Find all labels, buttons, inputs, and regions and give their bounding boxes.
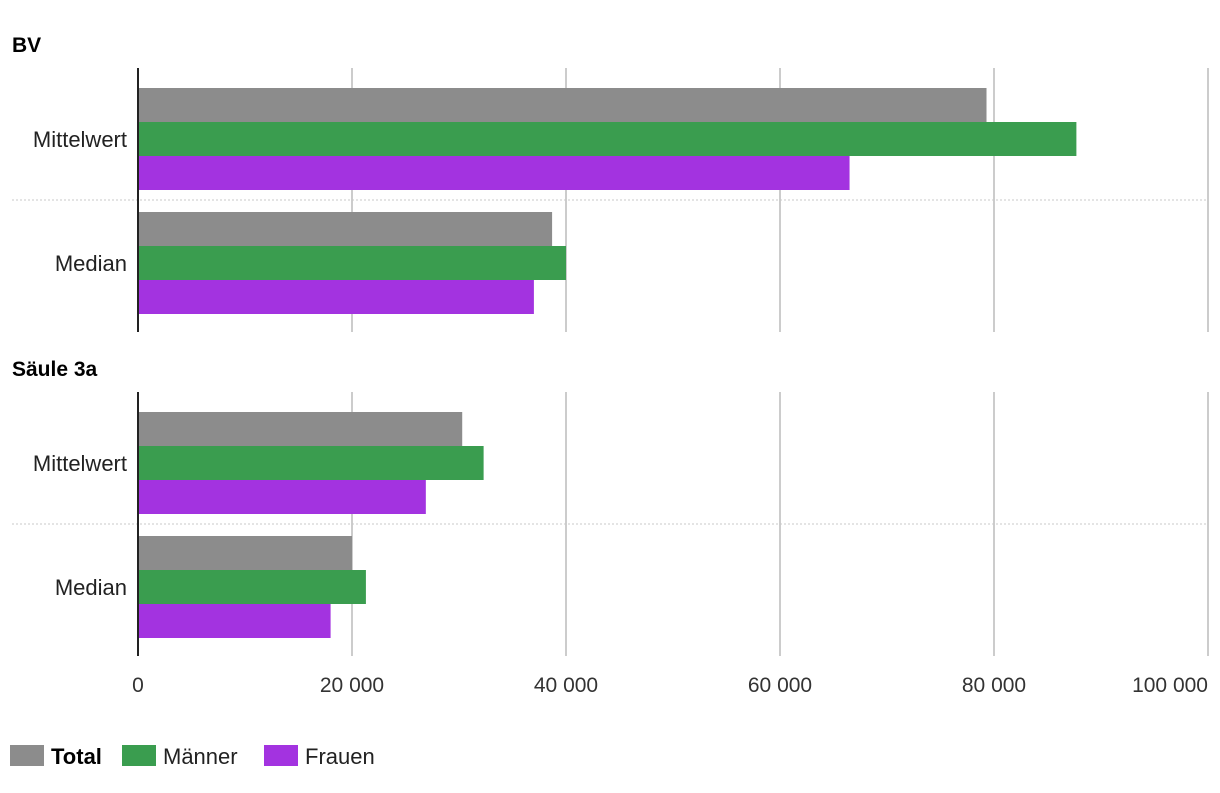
x-tick-label: 80 000 [962,674,1026,697]
bar-mnner [138,246,566,280]
x-tick-label: 60 000 [748,674,812,697]
panel-title: BV [12,34,41,57]
category-label: Median [55,251,127,276]
x-tick-label: 100 000 [1132,674,1208,697]
bar-total [138,88,987,122]
legend-swatch-frauen [264,745,298,766]
category-label: Median [55,575,127,600]
bar-mnner [138,570,366,604]
x-tick-label: 0 [132,674,144,697]
bar-mnner [138,446,484,480]
panel-title: Säule 3a [12,358,98,381]
legend-label: Frauen [305,744,375,769]
bar-frauen [138,604,331,638]
bar-total [138,536,352,570]
bar-total [138,212,553,246]
x-tick-label: 20 000 [320,674,384,697]
legend-label: Total [51,744,102,769]
x-tick-label: 40 000 [534,674,598,697]
legend-label: Männer [163,744,238,769]
bar-frauen [138,280,534,314]
legend-swatch-total [10,745,44,766]
category-label: Mittelwert [33,127,127,152]
bar-frauen [138,480,426,514]
bar-total [138,412,463,446]
legend-swatch-mnner [122,745,156,766]
bar-mnner [138,122,1077,156]
category-label: Mittelwert [33,451,127,476]
bar-frauen [138,156,850,190]
